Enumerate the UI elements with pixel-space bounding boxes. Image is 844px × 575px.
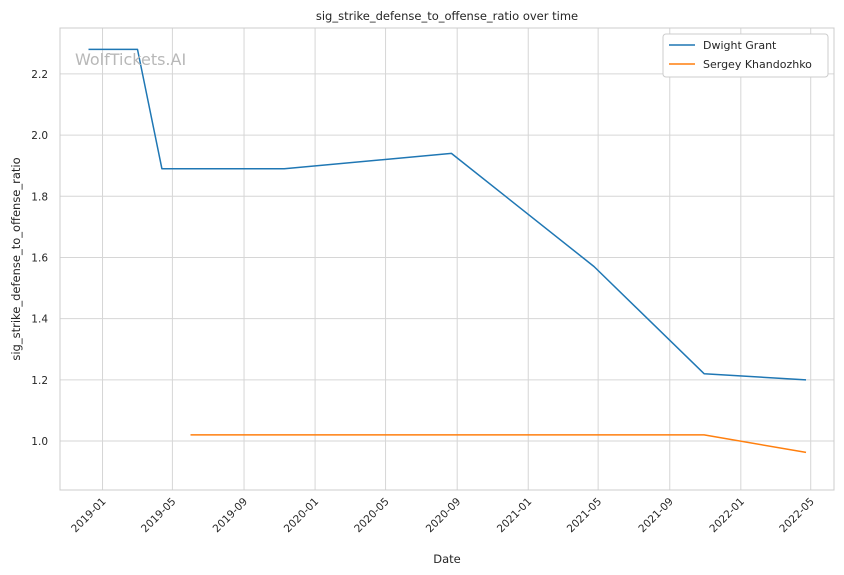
y-tick-label: 2.0 [31, 130, 48, 142]
y-axis-label: sig_strike_defense_to_offense_ratio [9, 157, 23, 360]
y-tick-label: 1.8 [31, 191, 48, 203]
plot-background [60, 28, 834, 490]
legend: Dwight Grant Sergey Khandozhko [662, 33, 829, 78]
y-tick-label: 1.4 [31, 314, 48, 326]
y-tick-label: 1.6 [31, 252, 48, 264]
legend-label: Sergey Khandozhko [703, 58, 812, 71]
y-axis-ticks: 1.0 1.2 1.4 1.6 1.8 2.0 2.2 [31, 69, 48, 448]
series-lines [88, 48, 807, 454]
x-axis-label: Date [433, 552, 461, 566]
chart-title: sig_strike_defense_to_offense_ratio over… [316, 9, 578, 23]
legend-label: Dwight Grant [703, 39, 777, 52]
series-line-1 [190, 434, 807, 454]
grid [60, 28, 834, 490]
legend-box [662, 33, 829, 78]
y-tick-label: 2.2 [31, 69, 48, 81]
y-tick-label: 1.0 [31, 436, 48, 448]
series-line-0 [88, 48, 807, 381]
plot-frame [59, 27, 835, 491]
y-tick-label: 1.2 [31, 375, 48, 387]
plot-area [59, 27, 835, 491]
watermark: WolfTickets.AI [75, 50, 186, 69]
